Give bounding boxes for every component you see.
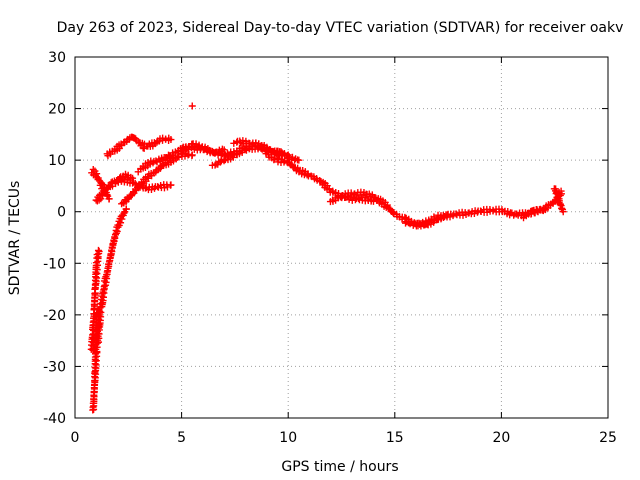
data-point [295,156,303,164]
data-point [559,208,567,216]
data-point [122,205,130,213]
x-tick-label: 0 [71,430,80,446]
data-points [87,102,567,414]
data-point [105,258,113,266]
y-tick-label: 10 [48,153,66,169]
data-point [270,148,278,156]
data-point [464,209,472,217]
data-point [167,136,175,144]
y-tick-label: 30 [48,50,66,66]
data-point [188,102,196,110]
data-point [406,220,414,228]
grid [75,57,608,418]
data-point [167,181,175,189]
data-point [477,207,485,215]
data-point [248,141,256,149]
data-point [470,210,478,218]
y-tick-label: -40 [43,411,66,427]
axis-ticks: 0 5 10 15 20 25 -40 -30 -20 -10 0 10 20 30 [43,50,617,446]
plot-frame [74,56,609,419]
data-point [105,195,113,203]
chart-title: Day 263 of 2023, Sidereal Day-to-day VTE… [57,20,624,36]
data-point [132,135,140,143]
x-tick-label: 5 [177,430,186,446]
data-point [165,153,173,161]
data-point [157,181,165,189]
data-point [103,268,111,276]
x-tick-label: 15 [386,430,404,446]
data-point [120,209,128,217]
y-tick-label: -30 [43,359,66,375]
y-tick-label: -20 [43,308,66,324]
data-point [159,136,167,144]
data-point [188,151,196,159]
x-axis-label: GPS time / hours [281,459,398,475]
data-point [147,186,155,194]
y-tick-label: 0 [57,205,66,221]
data-point [527,210,535,218]
y-axis-label: SDTVAR / TECUs [7,181,23,296]
x-tick-label: 10 [279,430,297,446]
data-point [216,158,224,166]
data-point [433,215,441,223]
data-point [259,143,267,151]
data-point [556,200,564,208]
data-point [486,206,494,214]
data-point [303,171,311,179]
data-point [154,183,162,191]
data-point [263,145,271,153]
data-point [365,190,373,198]
y-tick-label: 20 [48,102,66,118]
y-tick-label: -10 [43,256,66,272]
data-point [141,184,149,192]
data-point [273,154,281,162]
x-tick-label: 25 [599,430,617,446]
data-point [355,195,363,203]
x-tick-label: 20 [492,430,510,446]
data-point [94,246,102,254]
